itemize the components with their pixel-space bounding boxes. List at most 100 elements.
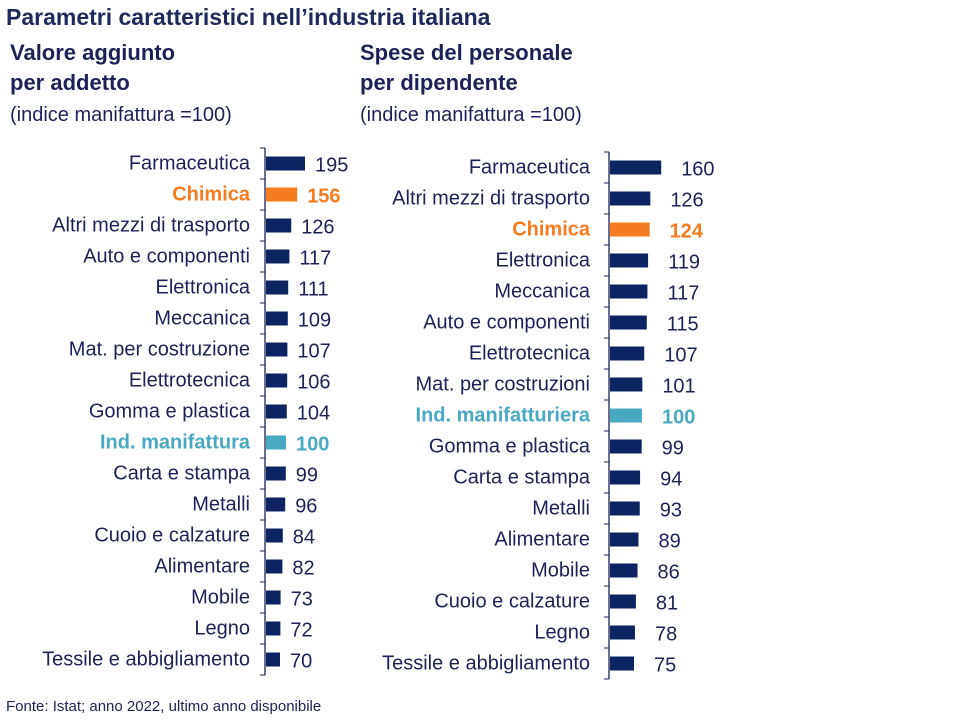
left-bar <box>266 559 283 574</box>
left-value-label: 126 <box>301 217 334 239</box>
left-category-label: Legno <box>194 618 250 640</box>
left-bar <box>266 218 292 233</box>
right-value-label: 94 <box>660 469 682 491</box>
left-title-line2: per addetto <box>10 70 130 95</box>
right-bar <box>610 284 648 299</box>
left-category-label: Meccanica <box>154 308 250 330</box>
right-bar <box>610 594 636 609</box>
right-category-label: Altri mezzi di trasporto <box>392 188 590 210</box>
right-category-label: Alimentare <box>494 529 590 551</box>
left-bar <box>266 590 281 605</box>
right-category-label: Mat. per costruzioni <box>415 374 590 396</box>
left-category-label: Cuoio e calzature <box>94 525 250 547</box>
left-value-label: 84 <box>293 527 315 549</box>
left-bar <box>266 280 289 295</box>
right-bar <box>610 315 647 330</box>
left-category-label: Carta e stampa <box>113 463 251 485</box>
left-bar <box>266 466 286 481</box>
left-chart-note: (indice manifattura =100) <box>10 104 232 126</box>
right-category-label: Elettronica <box>496 250 591 272</box>
right-bar <box>610 160 662 175</box>
right-category-label: Legno <box>534 622 590 644</box>
left-category-label: Tessile e abbigliamento <box>42 649 250 671</box>
left-value-label: 117 <box>299 248 331 270</box>
right-bar <box>610 408 642 423</box>
right-bar <box>610 377 643 392</box>
right-value-label: 126 <box>670 190 703 212</box>
right-bar <box>610 439 642 454</box>
left-bar <box>266 311 288 326</box>
left-chart-title: Valore aggiunto per addetto <box>10 38 175 98</box>
left-value-label: 109 <box>298 310 331 332</box>
right-chart-note: (indice manifattura =100) <box>360 104 582 126</box>
source-note: Fonte: Istat; anno 2022, ultimo anno dis… <box>6 698 322 715</box>
left-bar <box>266 497 286 512</box>
right-value-label: 100 <box>662 407 695 429</box>
left-bar <box>266 528 283 543</box>
left-value-label: 70 <box>290 651 312 673</box>
right-category-label: Ind. manifatturiera <box>416 405 591 427</box>
right-category-label: Chimica <box>512 219 591 241</box>
left-bar <box>266 652 280 667</box>
left-category-label: Chimica <box>172 184 251 206</box>
right-bar <box>610 501 640 516</box>
right-category-label: Farmaceutica <box>469 157 591 179</box>
left-value-label: 99 <box>296 465 318 487</box>
left-category-label: Mobile <box>191 587 250 609</box>
chart-title: Parametri caratteristici nell’industria … <box>6 4 491 30</box>
right-value-label: 107 <box>664 345 697 367</box>
left-value-label: 73 <box>291 589 313 611</box>
right-title-line1: Spese del personale <box>360 40 573 65</box>
right-value-label: 75 <box>654 655 676 677</box>
left-bar <box>266 156 305 171</box>
right-value-label: 119 <box>668 252 700 274</box>
right-bar <box>610 563 638 578</box>
left-category-label: Elettronica <box>156 277 251 299</box>
left-bar <box>266 187 298 202</box>
left-value-label: 72 <box>290 620 312 642</box>
right-value-label: 93 <box>660 500 682 522</box>
left-value-label: 111 <box>298 279 328 301</box>
right-value-label: 124 <box>670 221 704 243</box>
left-category-label: Gomma e plastica <box>89 401 251 423</box>
left-bar <box>266 373 288 388</box>
right-value-label: 86 <box>658 562 680 584</box>
right-category-label: Gomma e plastica <box>429 436 591 458</box>
right-category-label: Elettrotecnica <box>469 343 591 365</box>
right-value-label: 117 <box>667 283 699 305</box>
left-bar <box>266 435 286 450</box>
right-bar <box>610 253 649 268</box>
left-value-label: 82 <box>292 558 314 580</box>
left-category-label: Metalli <box>192 494 250 516</box>
right-chart-title: Spese del personale per dipendente <box>360 38 573 98</box>
left-value-label: 106 <box>297 372 330 394</box>
right-bar <box>610 191 651 206</box>
left-category-label: Alimentare <box>154 556 250 578</box>
left-category-label: Farmaceutica <box>129 153 251 175</box>
left-bar <box>266 404 287 419</box>
left-category-label: Ind. manifattura <box>100 432 251 454</box>
right-value-label: 78 <box>655 624 677 646</box>
right-value-label: 99 <box>662 438 684 460</box>
right-category-label: Metalli <box>532 498 590 520</box>
left-bar <box>266 249 290 264</box>
right-bar <box>610 656 634 671</box>
right-value-label: 81 <box>656 593 678 615</box>
right-category-label: Auto e componenti <box>423 312 590 334</box>
right-category-label: Mobile <box>531 560 590 582</box>
left-value-label: 96 <box>295 496 317 518</box>
right-category-label: Cuoio e calzature <box>434 591 590 613</box>
left-category-label: Auto e componenti <box>83 246 250 268</box>
right-bar <box>610 532 639 547</box>
left-value-label: 195 <box>315 155 348 177</box>
right-value-label: 160 <box>681 159 714 181</box>
right-value-label: 89 <box>658 531 680 553</box>
right-category-label: Meccanica <box>494 281 590 303</box>
left-value-label: 107 <box>297 341 330 363</box>
right-bar <box>610 470 641 485</box>
right-value-label: 101 <box>662 376 695 398</box>
left-bar <box>266 621 281 636</box>
left-category-label: Altri mezzi di trasporto <box>52 215 250 237</box>
right-category-label: Carta e stampa <box>453 467 591 489</box>
